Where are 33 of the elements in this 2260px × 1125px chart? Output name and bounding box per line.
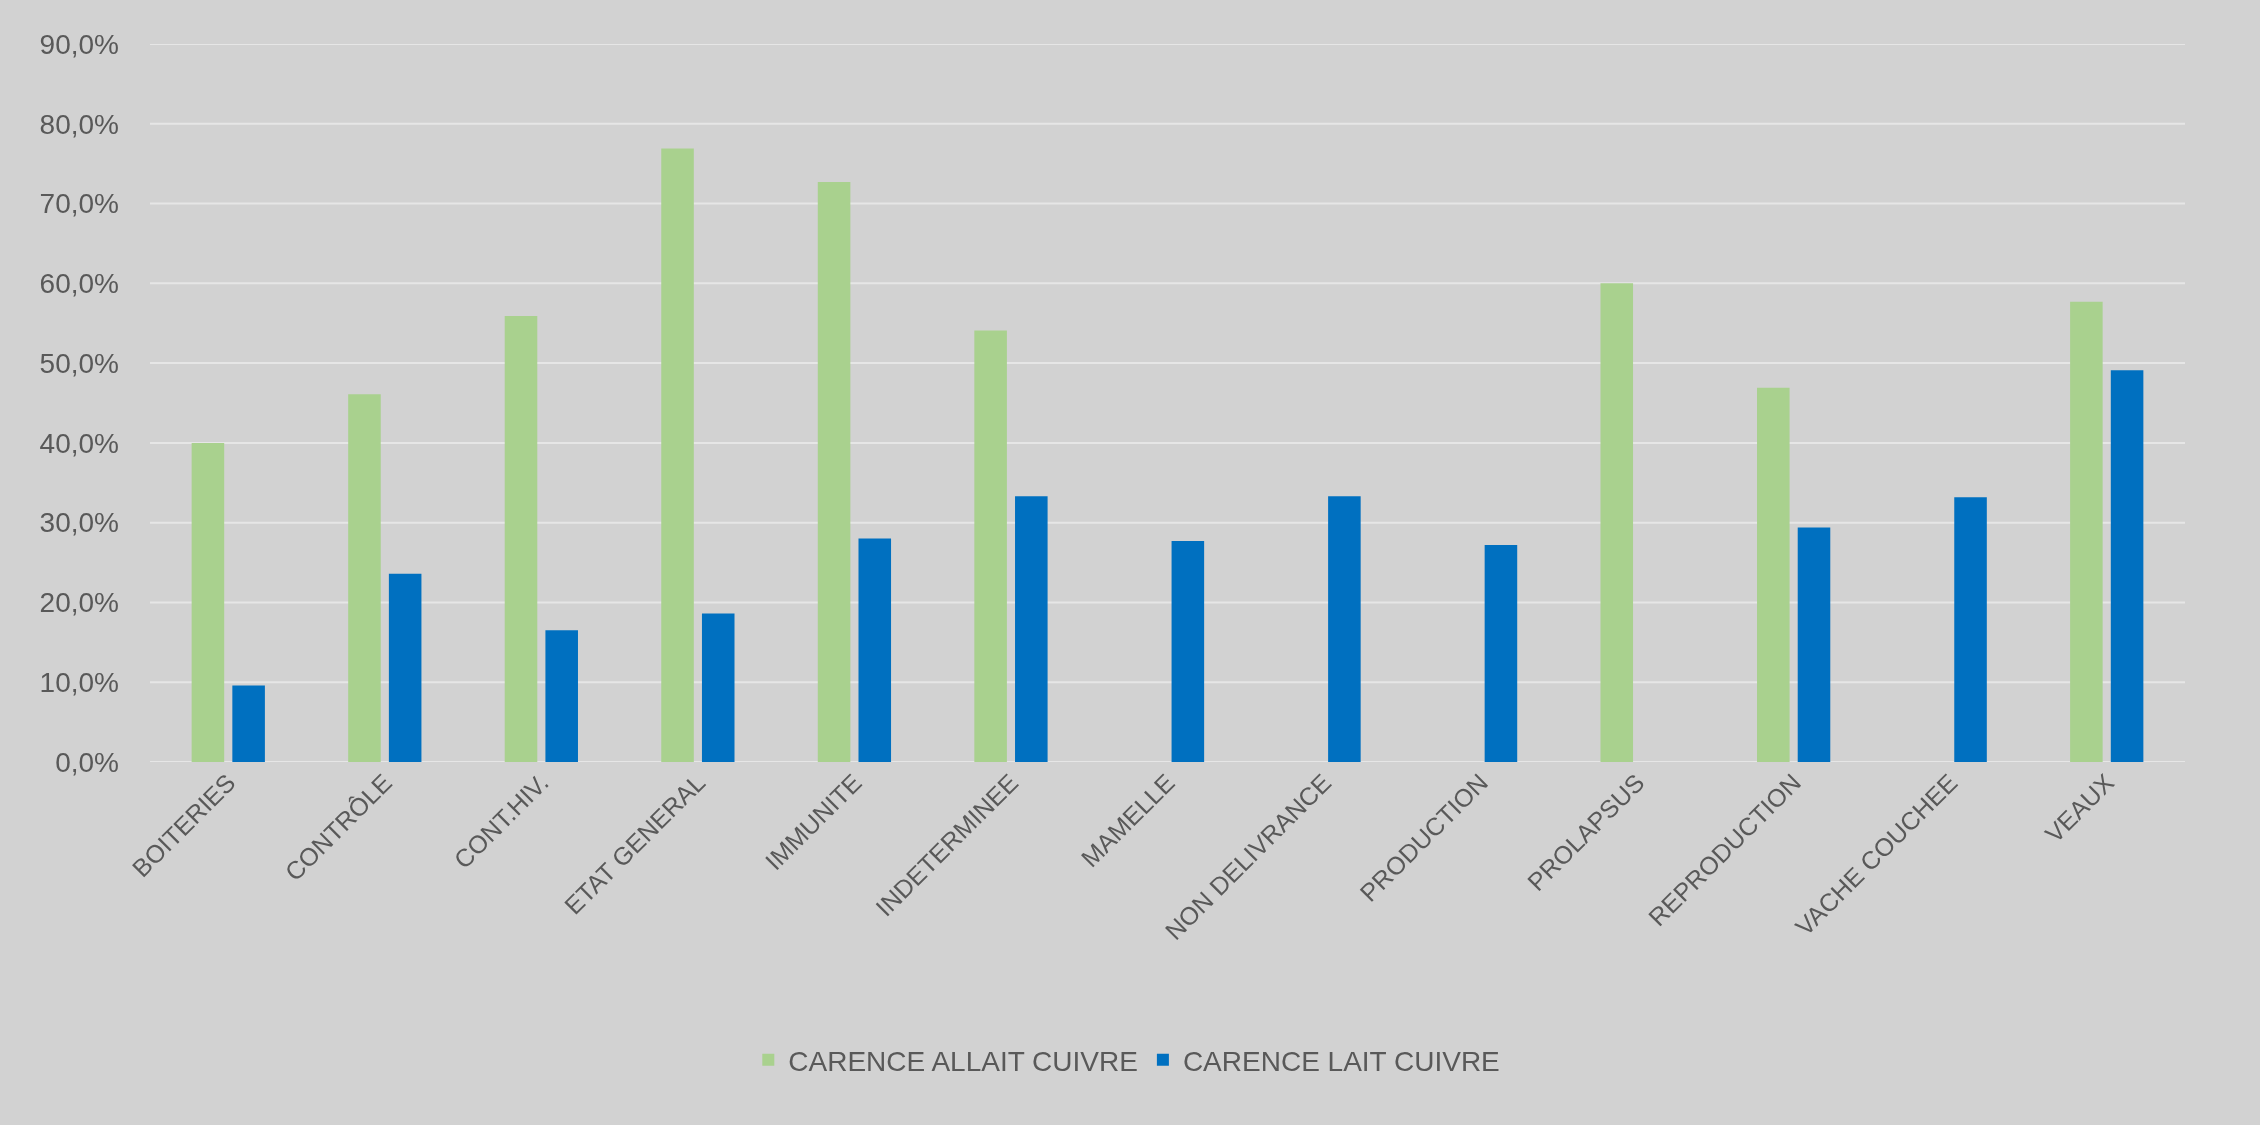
bar — [1797, 527, 1831, 762]
bar — [504, 316, 538, 762]
bar — [1757, 387, 1790, 762]
bar — [1484, 545, 1518, 762]
y-tick-label: 30,0% — [39, 507, 119, 539]
bar — [232, 685, 265, 762]
bar — [1328, 496, 1361, 762]
y-tick-label: 50,0% — [39, 347, 119, 379]
bar — [974, 330, 1007, 762]
bar — [701, 613, 735, 762]
y-tick-label: 0,0% — [55, 746, 119, 778]
y-tick-label: 80,0% — [39, 108, 119, 140]
legend-label: CARENCE ALLAIT CUIVRE — [788, 1045, 1138, 1077]
bar — [545, 630, 578, 762]
y-tick-label: 60,0% — [39, 268, 119, 300]
bar — [1600, 283, 1634, 762]
y-tick-label: 70,0% — [39, 188, 119, 220]
bar — [817, 182, 851, 762]
bar — [191, 442, 225, 762]
bar — [2070, 301, 2103, 762]
y-tick-label: 20,0% — [39, 587, 119, 619]
bar — [2110, 370, 2144, 762]
bar — [858, 538, 892, 762]
bar — [1015, 496, 1048, 762]
y-tick-label: 40,0% — [39, 427, 119, 459]
bar — [661, 148, 694, 762]
bar — [1171, 541, 1205, 762]
bar — [1954, 497, 1987, 762]
legend-label: CARENCE LAIT CUIVRE — [1182, 1045, 1500, 1077]
y-tick-label: 10,0% — [39, 667, 119, 699]
y-tick-label: 90,0% — [39, 28, 119, 60]
bar — [348, 394, 381, 762]
bar — [388, 573, 422, 762]
